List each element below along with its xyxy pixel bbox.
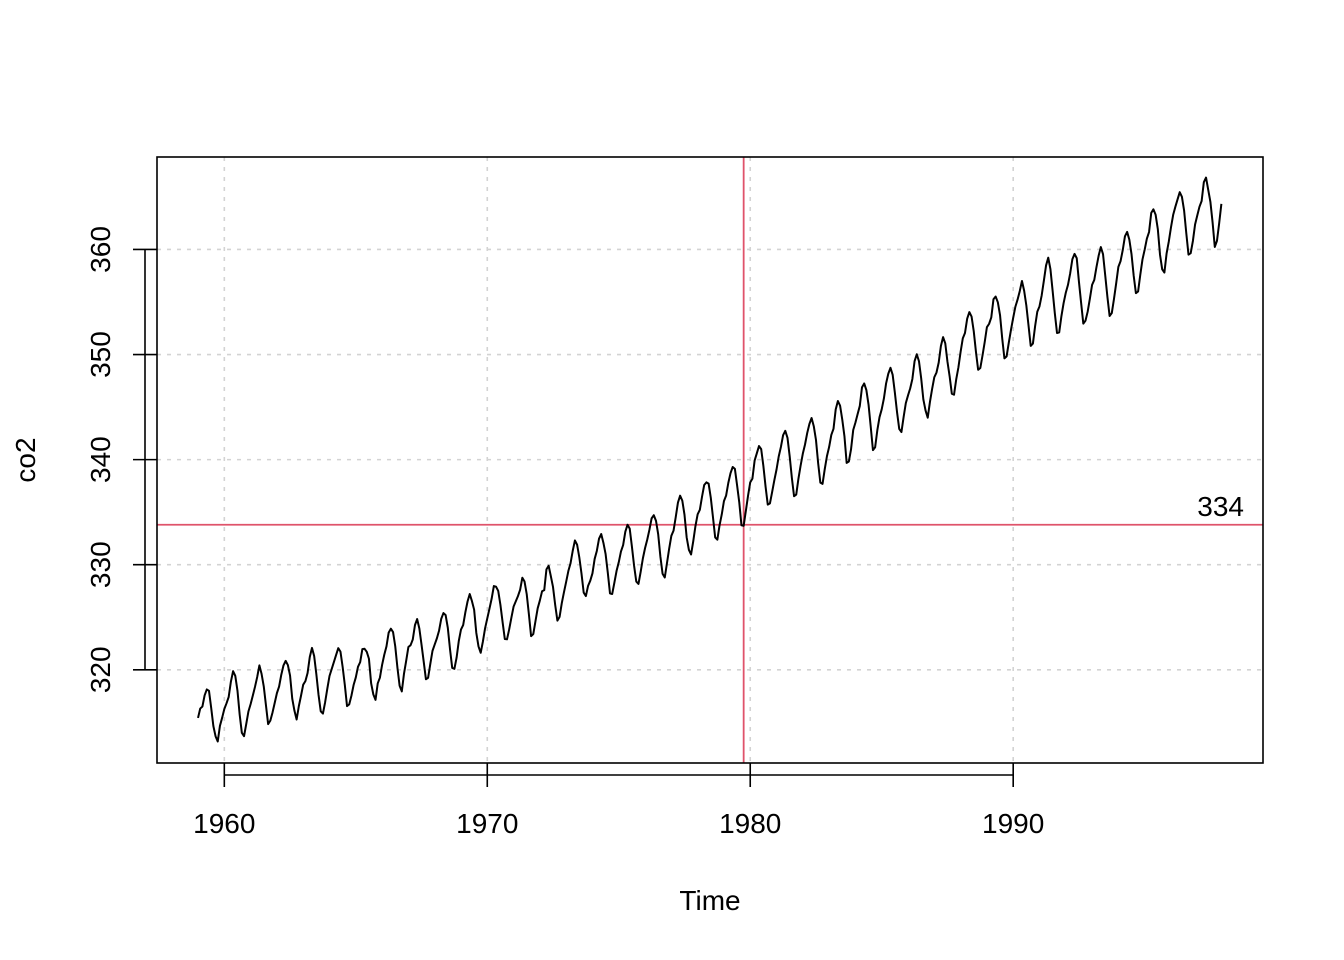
y-axis-label: co2 <box>10 437 41 482</box>
y-tick-label-330: 330 <box>85 541 116 588</box>
x-axis: 1960 1970 1980 1990 <box>193 763 1044 839</box>
horizontal-line-label: 334 <box>1197 491 1244 522</box>
x-tick-label-1970: 1970 <box>456 808 518 839</box>
series-layer <box>197 176 1223 743</box>
y-tick-label-340: 340 <box>85 436 116 483</box>
y-tick-label-350: 350 <box>85 331 116 378</box>
y-axis: 320 330 340 350 360 <box>85 226 157 693</box>
x-tick-label-1960: 1960 <box>193 808 255 839</box>
y-tick-label-320: 320 <box>85 646 116 693</box>
grid-layer <box>157 157 1263 763</box>
co2-series-line <box>197 176 1223 743</box>
x-tick-label-1990: 1990 <box>982 808 1044 839</box>
y-tick-label-360: 360 <box>85 226 116 273</box>
x-tick-label-1980: 1980 <box>719 808 781 839</box>
x-axis-label: Time <box>679 885 740 916</box>
reference-lines <box>157 157 1263 763</box>
